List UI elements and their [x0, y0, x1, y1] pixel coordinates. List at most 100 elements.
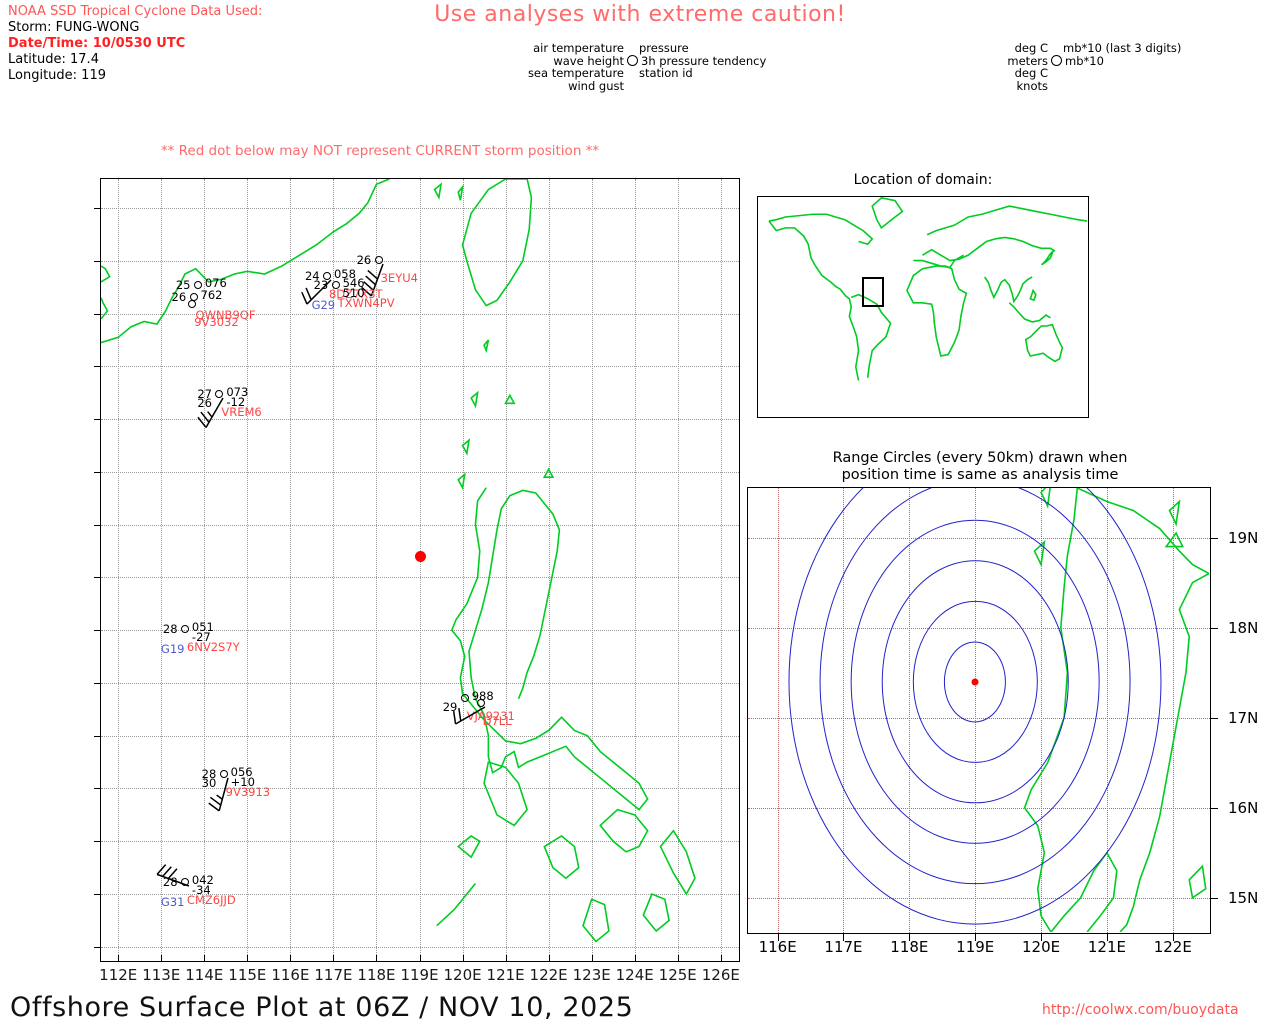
pressure-value: 076	[204, 275, 227, 290]
station-model-legend-left: air temperature pressure wave height 3h pre…	[520, 42, 766, 92]
coastline-path	[1024, 323, 1064, 363]
range-x-tick-mark	[843, 934, 845, 941]
range-x-tick-mark	[1041, 934, 1043, 941]
air-temperature-value: 26	[171, 289, 187, 304]
pressure-tendency-value: +10	[230, 774, 255, 789]
y-axis-tick-mark	[94, 471, 101, 473]
domain-locator-map[interactable]	[757, 196, 1089, 418]
range-y-tick-label: 16N	[1228, 798, 1259, 817]
sea-temperature-value: 26	[197, 395, 212, 410]
range-x-tick-label: 119E	[956, 938, 995, 956]
coastline-path	[768, 220, 860, 381]
domain-extent-box	[862, 277, 884, 307]
x-axis-tick-label: 119E	[400, 966, 439, 984]
map-gridlines	[101, 179, 739, 961]
gridline-horizontal	[101, 682, 739, 684]
coastline-path	[461, 438, 471, 456]
air-temperature-value: 25	[175, 277, 191, 292]
range-circles-map[interactable]	[747, 487, 1211, 934]
x-axis-tick-label: 115E	[228, 966, 267, 984]
y-axis-tick-mark	[94, 524, 101, 526]
x-axis-tick-label: 118E	[357, 966, 396, 984]
y-axis-tick-mark	[94, 313, 101, 315]
coastline-path	[659, 829, 696, 896]
wind-barb-icon	[207, 777, 229, 812]
x-axis-tick-label: 121E	[486, 966, 525, 984]
station-circle-icon	[476, 699, 485, 707]
station-circle-icon	[331, 280, 340, 289]
x-axis-tick-mark	[720, 955, 722, 962]
gridline-horizontal	[101, 260, 739, 262]
legend-row: deg C mb*10 (last 3 digits)	[990, 42, 1182, 55]
legend-label-left: wave height	[553, 53, 624, 68]
wind-barb-icon	[156, 864, 190, 888]
legend-row: meters mb*10	[990, 54, 1181, 68]
offshore-surface-map[interactable]: 26 3EYU4 26 762 QWNB9QF 9V3032 25 076 24 058 8DZ7X…	[100, 178, 740, 962]
y-axis-tick-mark	[94, 260, 101, 262]
y-axis-tick-mark	[94, 894, 101, 896]
storm-latitude-line: Latitude: 17.4	[8, 52, 99, 67]
storm-datetime-line: Date/Time: 10/0530 UTC	[8, 36, 186, 51]
x-axis-tick-label: 124E	[615, 966, 654, 984]
y-axis-tick-mark	[94, 208, 101, 210]
storm-position-dot	[414, 551, 426, 563]
x-axis-tick-mark	[634, 955, 636, 962]
air-temperature-value: 24	[304, 268, 320, 283]
wind-barb-icon	[452, 706, 485, 725]
x-axis-tick-mark	[204, 955, 206, 962]
coastline-path	[461, 179, 533, 307]
station-circle-icon	[215, 389, 224, 398]
coastline-path	[1040, 250, 1054, 266]
pressure-value: 058	[333, 266, 356, 281]
air-temperature-value: 28	[201, 766, 217, 781]
x-axis-tick-mark	[376, 955, 378, 962]
wind-gust-value: G31	[160, 895, 185, 910]
coastline-path	[1119, 572, 1209, 932]
range-y-tick-mark	[1211, 627, 1218, 629]
station-id-label: D7LL	[482, 714, 512, 728]
gridline-vertical	[634, 179, 636, 961]
plot-title: Offshore Surface Plot at 06Z / NOV 10, 2…	[10, 992, 634, 1023]
air-temperature-value: 28	[162, 875, 178, 890]
range-x-tick-label: 121E	[1087, 938, 1126, 956]
pressure-value: 762	[200, 287, 223, 302]
world-coastline	[768, 197, 1087, 381]
coastline-path	[1029, 288, 1037, 302]
station-circle-icon	[627, 55, 638, 67]
range-y-tick-mark	[1211, 717, 1218, 719]
coastline-path	[642, 892, 671, 933]
legend-label-right: pressure	[639, 41, 689, 55]
station-id-label: VJA9231	[466, 708, 515, 723]
coastline-path	[871, 197, 904, 230]
coastline-path	[768, 213, 874, 246]
x-axis-tick-label: 123E	[572, 966, 611, 984]
station-id-label: TXWN4PV	[337, 295, 395, 310]
coastline-path	[457, 472, 466, 491]
pressure-value: 056	[230, 764, 253, 779]
gridline-vertical	[118, 179, 120, 961]
y-axis-tick-mark	[94, 682, 101, 684]
range-x-tick-label: 118E	[890, 938, 929, 956]
coastline-path	[483, 761, 528, 827]
station-id-label: QWNB9QF	[195, 307, 256, 322]
x-axis-tick-mark	[419, 955, 421, 962]
x-axis-tick-mark	[591, 955, 593, 962]
gridline-vertical	[505, 179, 507, 961]
wind-gust-value: G29	[311, 297, 336, 312]
range-y-tick-label: 15N	[1228, 888, 1259, 907]
gridline-horizontal	[101, 735, 739, 737]
range-x-tick-mark	[975, 934, 977, 941]
range-title-line2: position time is same as analysis time	[841, 467, 1119, 483]
y-axis-tick-mark	[94, 788, 101, 790]
range-x-tick-mark	[909, 934, 911, 941]
gridline-horizontal	[101, 313, 739, 315]
coastline-path	[922, 236, 1056, 262]
range-y-tick-mark	[1211, 897, 1218, 899]
range-x-tick-mark	[1172, 934, 1174, 941]
source-url[interactable]: http://coolwx.com/buoydata	[1042, 1002, 1239, 1018]
legend-row: air temperature pressure	[520, 42, 766, 55]
coastline-path	[483, 339, 490, 354]
x-axis-tick-label: 116E	[271, 966, 310, 984]
station-circle-icon	[188, 300, 197, 309]
pressure-tendency-value: -12	[226, 394, 246, 409]
